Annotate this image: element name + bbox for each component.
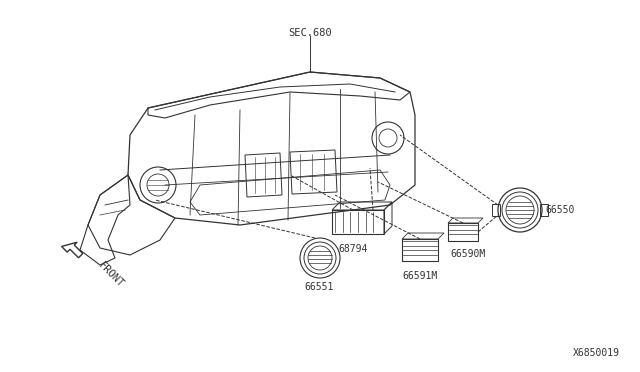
Text: SEC.680: SEC.680 xyxy=(288,28,332,38)
Text: FRONT: FRONT xyxy=(96,260,125,289)
Text: 68794: 68794 xyxy=(339,244,368,254)
Text: 66590M: 66590M xyxy=(451,249,486,259)
Text: 66550: 66550 xyxy=(545,205,574,215)
Text: X6850019: X6850019 xyxy=(573,348,620,358)
Text: 66551: 66551 xyxy=(304,282,333,292)
Text: 66591M: 66591M xyxy=(403,271,438,281)
